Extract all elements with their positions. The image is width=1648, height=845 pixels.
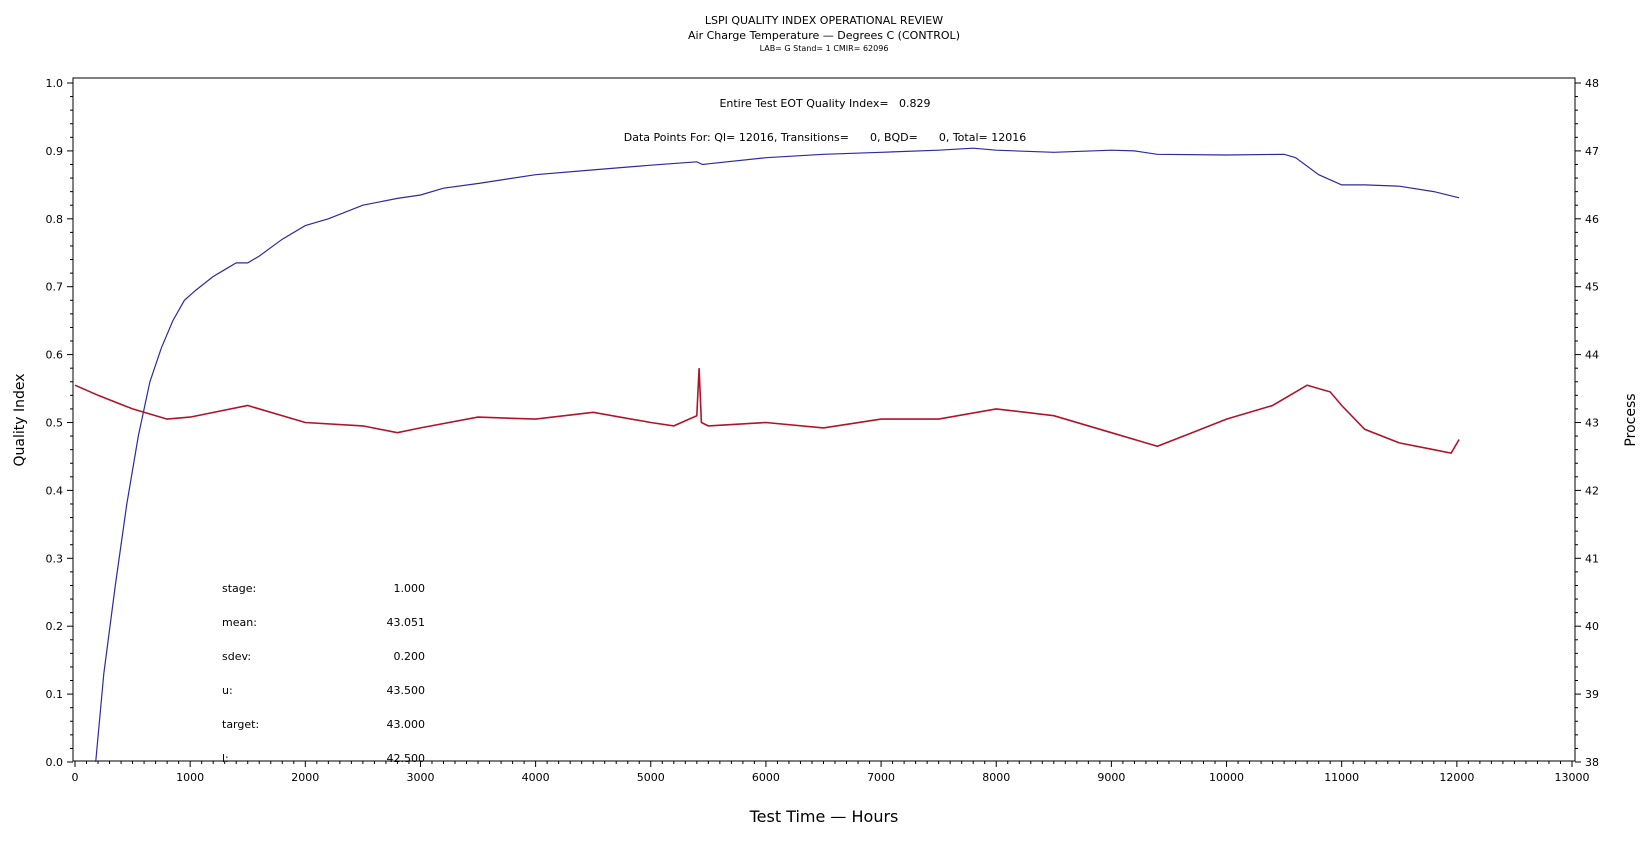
- y2-tick-label: 44: [1585, 349, 1599, 362]
- y2-tick-label: 46: [1585, 213, 1599, 226]
- y-tick-label: 0.3: [46, 552, 64, 565]
- y2-tick-label: 40: [1585, 620, 1599, 633]
- y-tick-label: 0.9: [46, 145, 64, 158]
- y-axis-label: Quality Index: [12, 373, 28, 466]
- stat-value: 0.200: [394, 650, 426, 663]
- y2-tick-label: 47: [1585, 145, 1599, 158]
- stat-value: 1.000: [394, 582, 426, 595]
- plot-frame: [72, 77, 1576, 762]
- x-tick-label: 11000: [1324, 771, 1359, 784]
- x-tick-label: 3000: [406, 771, 434, 784]
- x-tick-label: 12000: [1439, 771, 1474, 784]
- stat-value: 42.500: [387, 752, 426, 765]
- y-tick-label: 0.6: [46, 349, 64, 362]
- x-tick-label: 7000: [867, 771, 895, 784]
- y2-tick-label: 43: [1585, 417, 1599, 430]
- chart-subtitle: Air Charge Temperature — Degrees C (CONT…: [688, 29, 960, 42]
- x-tick-label: 10000: [1209, 771, 1244, 784]
- y-tick-label: 1.0: [46, 77, 64, 90]
- x-axis-label: Test Time — Hours: [749, 807, 899, 826]
- y2-tick-label: 48: [1585, 77, 1599, 90]
- y2-tick-label: 39: [1585, 688, 1599, 701]
- x-tick-label: 0: [72, 771, 79, 784]
- stat-value: 43.051: [387, 616, 426, 629]
- y-tick-label: 0.7: [46, 281, 64, 294]
- annotation-points: Data Points For: QI= 12016, Transitions=…: [624, 131, 1026, 144]
- x-tick-label: 9000: [1097, 771, 1125, 784]
- y-tick-label: 0.0: [46, 756, 64, 769]
- y2-axis-label: Process: [1623, 393, 1639, 446]
- chart-title: LSPI QUALITY INDEX OPERATIONAL REVIEW: [704, 14, 944, 27]
- y2-tick-label: 38: [1585, 756, 1599, 769]
- y-tick-label: 0.1: [46, 688, 64, 701]
- x-tick-label: 6000: [752, 771, 780, 784]
- x-tick-label: 4000: [522, 771, 550, 784]
- stat-value: 43.000: [387, 718, 426, 731]
- x-tick-label: 13000: [1555, 771, 1590, 784]
- annotation-qi: Entire Test EOT Quality Index= 0.829: [719, 97, 930, 110]
- x-tick-label: 8000: [982, 771, 1010, 784]
- y2-tick-label: 41: [1585, 552, 1599, 565]
- stat-label: sdev:: [222, 650, 251, 663]
- x-tick-label: 2000: [291, 771, 319, 784]
- x-tick-label: 5000: [637, 771, 665, 784]
- chart-subtitle-small: LAB= G Stand= 1 CMIR= 62096: [759, 44, 889, 53]
- y2-tick-label: 42: [1585, 484, 1599, 497]
- y2-tick-label: 45: [1585, 281, 1599, 294]
- quality-index-series: [95, 147, 1460, 763]
- stat-label: mean:: [222, 616, 257, 629]
- stat-label: u:: [222, 684, 233, 697]
- stat-label: l:: [222, 752, 229, 765]
- y-tick-label: 0.5: [46, 417, 64, 430]
- stat-label: stage:: [222, 582, 256, 595]
- x-tick-label: 1000: [176, 771, 204, 784]
- stat-label: target:: [222, 718, 259, 731]
- y-tick-label: 0.8: [46, 213, 64, 226]
- process-series: [74, 368, 1460, 454]
- y-tick-label: 0.2: [46, 620, 64, 633]
- stat-value: 43.500: [387, 684, 426, 697]
- y-tick-label: 0.4: [46, 484, 64, 497]
